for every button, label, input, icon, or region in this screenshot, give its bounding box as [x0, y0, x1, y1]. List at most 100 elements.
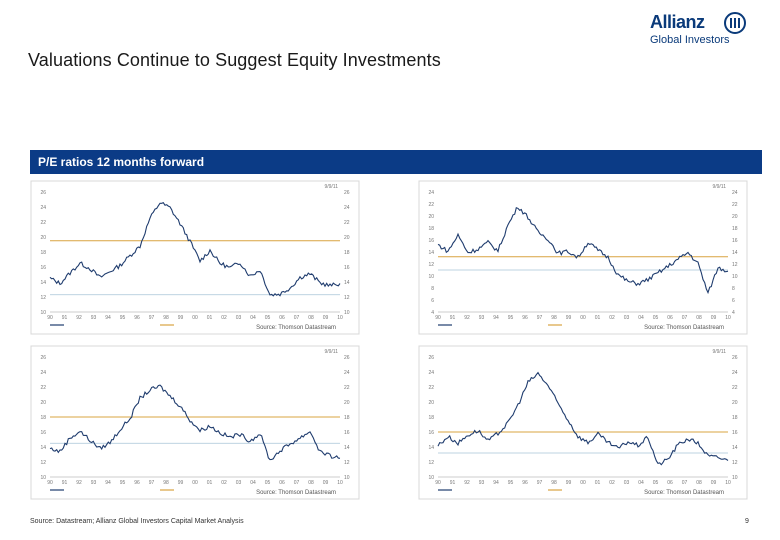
- y-tick-label-right: 8: [732, 286, 735, 292]
- logo-wordmark: Allianz: [650, 12, 705, 32]
- y-tick-label-right: 22: [344, 385, 350, 391]
- x-tick-label: 02: [221, 315, 227, 321]
- chart-bottom-right: 9/9/11 10 10 12 12 14 14 16 16 18 18 20 20 22 22 24 24 26…: [418, 345, 748, 500]
- x-tick-label: 00: [192, 480, 198, 486]
- x-tick-label: 04: [250, 315, 256, 321]
- y-tick-label-left: 8: [431, 286, 434, 292]
- y-tick-label-left: 14: [428, 445, 434, 451]
- x-tick-label: 96: [134, 480, 140, 486]
- x-tick-label: 98: [163, 315, 169, 321]
- y-tick-label-left: 14: [428, 250, 434, 256]
- series-line: [49, 384, 341, 461]
- x-tick-label: 96: [522, 315, 528, 321]
- x-tick-label: 95: [508, 315, 514, 321]
- x-tick-label: 01: [595, 480, 601, 486]
- y-tick-label-left: 6: [431, 298, 434, 304]
- x-tick-label: 10: [725, 315, 731, 321]
- y-tick-label-right: 14: [732, 250, 738, 256]
- x-tick-label: 93: [479, 315, 485, 321]
- x-tick-label: 08: [308, 480, 314, 486]
- chart-source-label: Source: Thomson Datastream: [256, 490, 336, 496]
- chart-frame: [30, 180, 360, 335]
- y-tick-label-left: 18: [40, 415, 46, 421]
- y-tick-label-right: 24: [732, 370, 738, 376]
- chart-top-right: 9/9/11 4 4 6 6 8 8 10 10 12 12 14 14 16 16 18 18 20 20 22 22…: [418, 180, 748, 335]
- x-tick-label: 05: [265, 480, 271, 486]
- x-tick-label: 95: [508, 480, 514, 486]
- y-tick-label-left: 20: [40, 235, 46, 241]
- x-tick-label: 09: [711, 480, 717, 486]
- y-tick-label-right: 18: [344, 415, 350, 421]
- x-tick-label: 98: [551, 480, 557, 486]
- y-tick-label-left: 16: [428, 238, 434, 244]
- x-tick-label: 06: [667, 315, 673, 321]
- y-tick-label-right: 24: [344, 370, 350, 376]
- y-tick-label-left: 12: [428, 460, 434, 466]
- x-tick-label: 01: [207, 315, 213, 321]
- x-tick-label: 94: [493, 315, 499, 321]
- x-tick-label: 09: [323, 315, 329, 321]
- y-tick-label-right: 20: [732, 214, 738, 220]
- x-tick-label: 06: [279, 315, 285, 321]
- chart-top-left: 9/9/11 10 10 12 12 14 14 16 16 18 18 20 20 22 22 24 24 26…: [30, 180, 360, 335]
- y-tick-label-left: 16: [428, 430, 434, 436]
- y-tick-label-left: 16: [40, 430, 46, 436]
- y-tick-label-right: 10: [732, 475, 738, 481]
- y-tick-label-left: 18: [428, 415, 434, 421]
- x-tick-label: 91: [62, 480, 68, 486]
- x-tick-label: 98: [163, 480, 169, 486]
- x-tick-label: 93: [91, 480, 97, 486]
- y-tick-label-right: 16: [732, 238, 738, 244]
- y-tick-label-right: 12: [344, 295, 350, 301]
- y-tick-label-right: 22: [732, 385, 738, 391]
- x-tick-label: 00: [192, 315, 198, 321]
- x-tick-label: 03: [624, 315, 630, 321]
- y-tick-label-right: 26: [732, 355, 738, 361]
- chart-source-label: Source: Thomson Datastream: [644, 490, 724, 496]
- x-tick-label: 02: [609, 480, 615, 486]
- x-tick-label: 07: [294, 315, 300, 321]
- page-number: 9: [745, 518, 749, 525]
- y-tick-label-left: 20: [428, 214, 434, 220]
- x-tick-label: 05: [653, 480, 659, 486]
- x-tick-label: 03: [624, 480, 630, 486]
- x-tick-label: 05: [265, 315, 271, 321]
- x-tick-label: 09: [323, 480, 329, 486]
- series-line: [437, 206, 729, 295]
- y-tick-label-left: 18: [428, 226, 434, 232]
- y-tick-label-right: 20: [732, 400, 738, 406]
- y-tick-label-left: 24: [428, 370, 434, 376]
- x-tick-label: 07: [294, 480, 300, 486]
- x-tick-label: 96: [134, 315, 140, 321]
- x-tick-label: 08: [308, 315, 314, 321]
- y-tick-label-left: 22: [428, 202, 434, 208]
- y-tick-label-right: 10: [732, 274, 738, 280]
- y-tick-label-right: 22: [732, 202, 738, 208]
- y-tick-label-right: 16: [732, 430, 738, 436]
- y-tick-label-right: 18: [732, 226, 738, 232]
- x-tick-label: 06: [279, 480, 285, 486]
- y-tick-label-left: 26: [40, 355, 46, 361]
- x-tick-label: 10: [337, 480, 343, 486]
- y-tick-label-right: 4: [732, 310, 735, 316]
- x-tick-label: 92: [464, 315, 470, 321]
- y-tick-label-left: 10: [428, 274, 434, 280]
- y-tick-label-left: 10: [428, 475, 434, 481]
- y-tick-label-right: 12: [732, 460, 738, 466]
- y-tick-label-left: 10: [40, 475, 46, 481]
- allianz-eagle-icon: [724, 12, 746, 34]
- x-tick-label: 98: [551, 315, 557, 321]
- x-tick-label: 05: [653, 315, 659, 321]
- series-line: [437, 371, 729, 466]
- x-tick-label: 03: [236, 480, 242, 486]
- y-tick-label-left: 20: [428, 400, 434, 406]
- brand-logo: Allianz Global Investors: [650, 12, 760, 52]
- y-tick-label-left: 24: [40, 205, 46, 211]
- y-tick-label-left: 22: [40, 220, 46, 226]
- chart-date-label: 9/9/11: [712, 349, 726, 355]
- y-tick-label-right: 18: [344, 250, 350, 256]
- x-tick-label: 04: [638, 480, 644, 486]
- x-tick-label: 07: [682, 315, 688, 321]
